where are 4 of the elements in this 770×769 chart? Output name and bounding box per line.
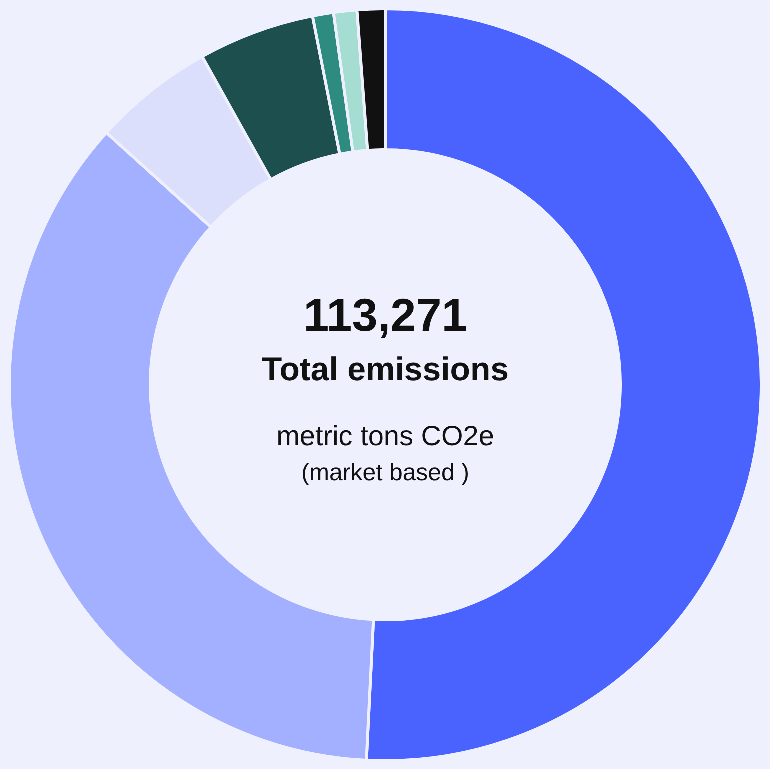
text: 113,271 (304, 289, 468, 341)
text: Total emissions (262, 350, 509, 388)
text: (market based ) (301, 460, 470, 486)
text: metric tons CO2e (276, 420, 494, 452)
